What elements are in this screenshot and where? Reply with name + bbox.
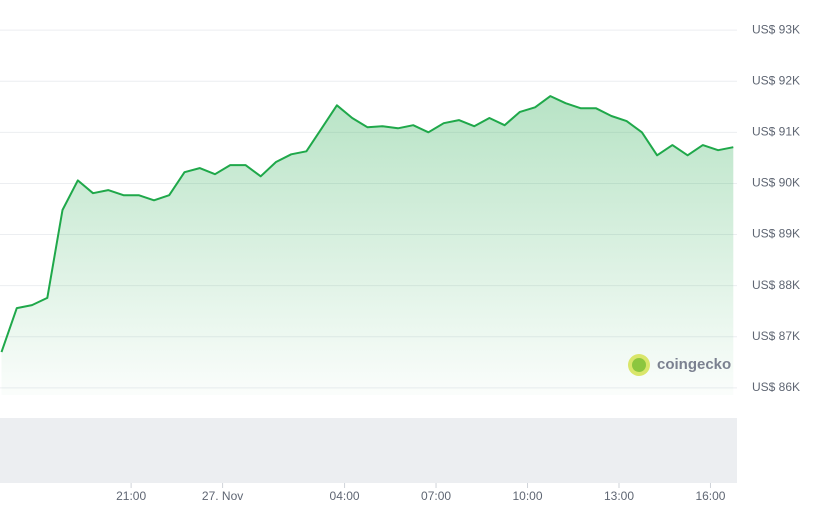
y-tick-label: US$ 90K <box>752 176 800 190</box>
volume-band <box>0 418 737 483</box>
price-area <box>1 96 734 395</box>
x-tick-label: 16:00 <box>695 489 725 503</box>
y-tick-label: US$ 91K <box>752 125 800 139</box>
watermark-icon-inner <box>632 358 646 372</box>
y-tick-label: US$ 87K <box>752 329 800 343</box>
y-tick-label: US$ 92K <box>752 73 800 87</box>
y-tick-label: US$ 88K <box>752 278 800 292</box>
x-tick-label: 13:00 <box>604 489 634 503</box>
x-tick-label: 21:00 <box>116 489 146 503</box>
y-tick-label: US$ 89K <box>752 227 800 241</box>
x-tick-label: 10:00 <box>513 489 543 503</box>
watermark-text: coingecko <box>657 356 731 373</box>
watermark: coingecko <box>628 354 731 376</box>
y-tick-label: US$ 93K <box>752 22 800 36</box>
x-tick-label: 07:00 <box>421 489 451 503</box>
x-tick-label: 04:00 <box>330 489 360 503</box>
x-tick-label: 27. Nov <box>202 489 243 503</box>
y-tick-label: US$ 86K <box>752 380 800 394</box>
price-line <box>0 95 734 353</box>
